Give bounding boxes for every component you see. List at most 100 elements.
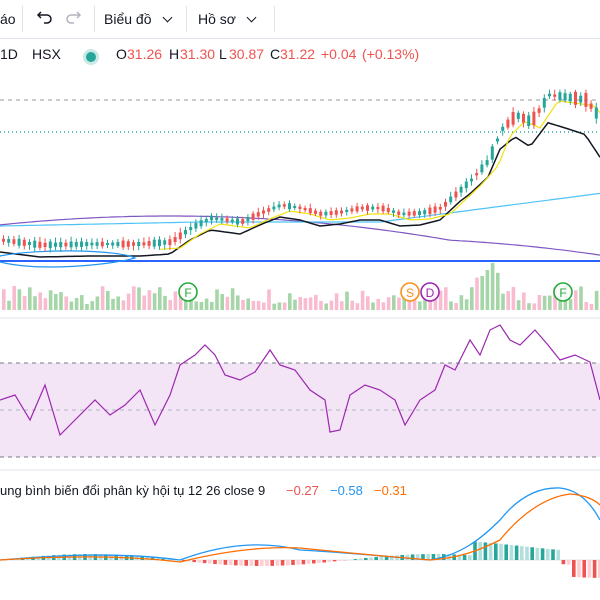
candle-body [376,206,380,210]
candle-body [54,242,57,247]
volume-bar [210,301,214,310]
candle-body [423,210,427,215]
volume-bar [152,293,157,310]
macd-histogram-bar [317,560,321,563]
profile-menu-label: Hồ sơ [198,11,236,27]
candle-body [319,211,323,216]
toolbar-divider [22,6,23,32]
candle-body [438,206,442,210]
volume-bar [366,296,370,310]
macd-histogram-bar [249,560,254,566]
macd-histogram-bar [332,560,337,562]
volume-bar [548,295,552,310]
macd-histogram-bar [540,548,545,560]
candle-body [355,206,359,212]
exchange-label[interactable]: HSX [32,46,61,62]
volume-bar [178,289,183,310]
volume-bar [142,295,146,310]
macd-histogram-bar [166,559,170,560]
high-key: H [169,46,180,62]
volume-bar [319,300,323,310]
macd-histogram-bar [546,548,550,560]
candle-body [579,95,583,103]
volume-bar [69,301,74,310]
candle-body [506,119,510,128]
macd-histogram-bar [306,560,311,564]
macd-histogram-bar [416,554,420,560]
top-toolbar: áo Biểu đồ Hồ sơ [0,0,600,39]
candle-body [308,208,312,214]
candle-body [412,211,416,216]
candle-body [43,242,47,248]
macd-histogram-bar [462,554,467,560]
candle-body [272,206,276,210]
volume-bar [589,303,594,310]
volume-bar [574,290,578,310]
candle-body [594,107,598,119]
volume-bar [454,302,458,310]
macd-histogram-bar [421,554,425,560]
macd-line-value: −0.58 [330,483,363,498]
macd-histogram-bar [509,545,514,560]
candle-body [548,93,551,97]
volume-bar [100,286,105,310]
profile-menu-button[interactable]: Hồ sơ [194,5,266,33]
candle-body [345,209,349,213]
volume-bar [537,295,542,310]
close-value: 31.22 [280,46,316,62]
macd-histogram-bar [244,560,248,566]
volume-bar [485,270,490,310]
candle-body [324,211,328,216]
candle-body [303,207,307,211]
undo-icon[interactable] [36,8,54,32]
candle-body [480,164,484,173]
alerts-button-label[interactable]: áo [0,11,16,27]
macd-histogram-bar [436,554,441,560]
low-value: 30.87 [229,46,265,62]
candle-body [95,242,99,246]
candle-body [48,241,52,249]
volume-bar [522,292,526,310]
macd-histogram-bar [483,542,488,560]
volume-bar [449,301,453,310]
macd-histogram-bar [358,558,363,560]
macd-histogram-bar [301,560,306,565]
macd-title[interactable]: ung bình biến đổi phân kỳ hội tụ 12 26 c… [0,483,266,498]
volume-bar [501,293,505,310]
candle-body [360,206,364,210]
volume-bar [459,295,464,310]
volume-bar [594,290,599,310]
macd-histogram-bar [369,557,373,560]
volume-bar [215,289,219,310]
macd-histogram-bar [187,560,191,562]
macd-histogram-bar [535,547,540,560]
candle-body [475,173,479,176]
candle-body [418,211,421,215]
candle-body [553,94,557,97]
candle-body [230,219,234,223]
macd-histogram-bar [353,559,358,560]
macd-histogram-bar [525,546,529,560]
macd-histogram-bar [572,560,576,577]
volume-bar [85,303,89,310]
candle-body [173,236,177,242]
macd-histogram-bar [234,560,238,566]
redo-icon[interactable] [64,8,82,32]
macd-histogram-bar [156,558,160,560]
interval-label[interactable]: 1D [0,46,18,62]
open-value: 31.26 [127,46,163,62]
candle-body [168,239,172,246]
volume-bar [402,296,406,310]
chart-menu-button[interactable]: Biểu đồ [100,5,180,33]
volume-bar [163,295,167,310]
candle-body [126,241,130,247]
candle-body [459,186,463,193]
volume-bar [324,303,328,310]
volume-bar [12,286,16,310]
macd-histogram-bar [364,558,368,560]
volume-bar [376,299,380,310]
candle-body [241,219,245,224]
candle-body [194,223,198,229]
volume-bar [314,294,318,310]
